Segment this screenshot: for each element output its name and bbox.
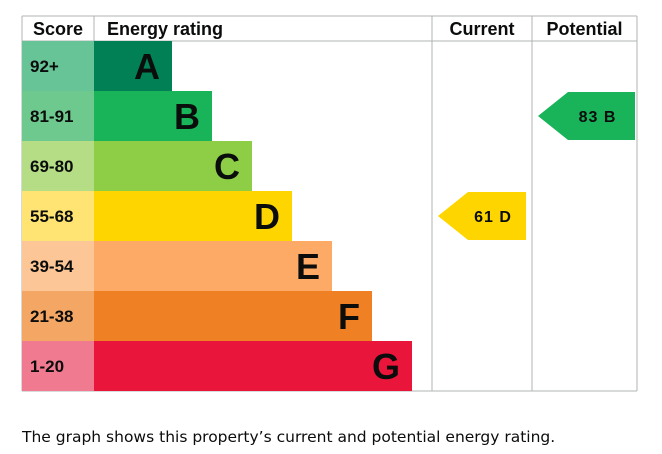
rating-letter-g: G [372,346,400,387]
rating-letter-d: D [254,196,280,237]
potential-rating-marker-arrow [538,92,635,140]
rating-bar-d [94,191,292,241]
score-cell-g [22,341,94,391]
rating-letter-f: F [338,296,360,337]
chart-headers: Score Energy rating Current Potential [33,19,623,39]
score-cell-a [22,41,94,91]
rating-bar-f [94,291,372,341]
current-header: Current [449,19,514,39]
score-range-c: 69-80 [30,157,73,176]
rating-letter-e: E [296,246,320,287]
rating-markers: 61 D 83 B [438,92,635,240]
rating-bar-g [94,341,412,391]
energy-rating-chart: Score Energy rating Current Potential 92… [21,15,638,392]
current-rating-marker-label: 61 D [474,209,512,226]
chart-caption: The graph shows this property’s current … [22,428,556,446]
score-cell-f [22,291,94,341]
current-rating-marker-arrow [438,192,526,240]
score-header: Score [33,19,83,39]
score-cell-d [22,191,94,241]
potential-header: Potential [546,19,622,39]
current-rating-marker: 61 D [438,192,526,240]
band-b: 81-91 B [22,91,212,141]
energy-rating-header: Energy rating [107,19,223,39]
band-e: 39-54 E [22,241,332,291]
band-g: 1-20 G [22,341,412,391]
score-range-b: 81-91 [30,107,73,126]
rating-letter-a: A [134,46,160,87]
potential-rating-marker-label: 83 B [579,109,617,126]
rating-letter-c: C [214,146,240,187]
band-c: 69-80 C [22,141,252,191]
score-range-f: 21-38 [30,307,73,326]
rating-bar-c [94,141,252,191]
band-d: 55-68 D [22,191,292,241]
rating-bar-e [94,241,332,291]
score-cell-b [22,91,94,141]
band-a: 92+ A [22,41,172,91]
rating-letter-b: B [174,96,200,137]
rating-bar-a [94,41,172,91]
score-range-a: 92+ [30,57,59,76]
rating-bar-b [94,91,212,141]
potential-rating-marker: 83 B [538,92,635,140]
score-range-g: 1-20 [30,357,64,376]
score-range-d: 55-68 [30,207,73,226]
score-cell-e [22,241,94,291]
score-range-e: 39-54 [30,257,74,276]
score-cell-c [22,141,94,191]
band-f: 21-38 F [22,291,372,341]
rating-bands: 92+ A 81-91 B 69-80 C 55-68 D 39-54 E 21-38 F 1-20 G [22,41,412,391]
